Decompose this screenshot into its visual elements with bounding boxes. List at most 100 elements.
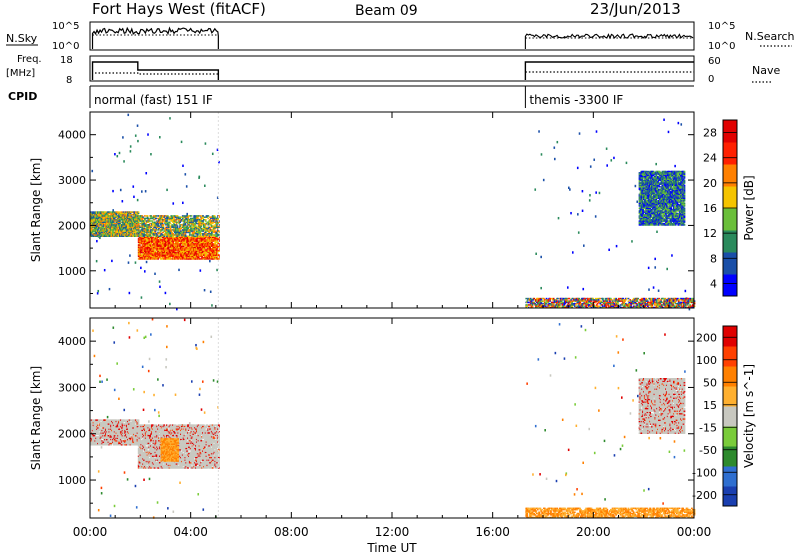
echo-cell (182, 250, 185, 253)
echo-cell (177, 216, 180, 218)
echo-cell (208, 254, 211, 256)
echo-cell (173, 253, 176, 255)
echo-cell (625, 304, 628, 306)
echo-cell (191, 251, 194, 254)
echo-cell (169, 255, 172, 258)
echo-cell (118, 221, 120, 224)
echo-cell (137, 221, 140, 224)
echo-cell (159, 237, 162, 240)
echo-cell (141, 246, 144, 249)
echo-cell (149, 232, 152, 235)
echo-cell (100, 234, 103, 236)
echo-cell (210, 241, 213, 244)
echo-cell (578, 300, 581, 302)
echo-cell (643, 180, 645, 183)
echo-cell (201, 255, 204, 258)
echo-cell (180, 218, 183, 221)
echo-cell (143, 218, 146, 221)
echo-cell (131, 224, 134, 226)
scatter-point (655, 162, 657, 166)
echo-cell (188, 235, 190, 237)
echo-cell (643, 198, 645, 201)
echo-cell (631, 301, 634, 304)
echo-cell (153, 224, 156, 226)
scatter-point (582, 287, 585, 291)
echo-cell (207, 215, 210, 217)
echo-cell (146, 215, 149, 217)
echo-cell (129, 232, 132, 235)
echo-cell (102, 225, 105, 227)
echo-cell (186, 251, 189, 254)
scatter-point (95, 259, 98, 263)
echo-cell (658, 297, 661, 300)
echo-cell (151, 221, 154, 224)
echo-cell (561, 305, 564, 307)
echo-cell (189, 226, 192, 229)
scatter-point (605, 147, 608, 150)
echo-cell (552, 297, 555, 300)
scatter-point (666, 267, 668, 271)
scatter-point (535, 252, 537, 255)
echo-cell (192, 236, 195, 239)
echo-cell (624, 306, 626, 309)
echo-cell (213, 246, 216, 249)
echo-cell (178, 222, 181, 225)
echo-cell (155, 232, 158, 235)
echo-cell (109, 216, 112, 218)
echo-cell (109, 227, 112, 230)
echo-cell (179, 216, 182, 218)
echo-cell (636, 300, 639, 302)
scatter-point (121, 200, 124, 203)
scatter-point (129, 254, 131, 257)
echo-cell (539, 300, 542, 302)
echo-cell (639, 202, 642, 205)
echo-cell (184, 235, 187, 237)
echo-cell (601, 306, 603, 309)
echo-cell (161, 235, 164, 237)
scatter-point (141, 190, 143, 193)
echo-cell (161, 255, 164, 258)
echo-cell (203, 225, 206, 227)
scatter-point (211, 152, 214, 156)
echo-cell (185, 246, 188, 249)
echo-cell (217, 236, 220, 239)
echo-cell (647, 174, 650, 177)
echo-cell (137, 218, 140, 221)
echo-cell (194, 224, 196, 226)
echo-cell (169, 226, 172, 229)
echo-cell (217, 231, 220, 234)
echo-cell (121, 229, 124, 231)
echo-cell (137, 222, 140, 225)
echo-cell (146, 216, 149, 218)
echo-cell (213, 236, 216, 239)
scatter-point (118, 151, 121, 155)
scatter-point (567, 186, 570, 189)
echo-cell (173, 256, 176, 259)
echo-cell (198, 239, 201, 241)
echo-cell (155, 258, 158, 260)
echo-cell (130, 230, 133, 232)
cpid-label: CPID (8, 90, 37, 103)
echo-cell (93, 232, 96, 235)
echo-cell (164, 237, 167, 240)
echo-cell (648, 186, 651, 188)
echo-cell (205, 235, 208, 237)
echo-cell (184, 232, 187, 235)
echo-cell (613, 297, 616, 300)
echo-cell (103, 212, 106, 215)
echo-cell (150, 215, 152, 217)
echo-cell (647, 170, 650, 173)
echo-cell (170, 241, 173, 244)
echo-cell (91, 234, 94, 236)
echo-cell (641, 215, 644, 217)
scatter-point (577, 231, 580, 234)
echo-cell (165, 224, 167, 226)
echo-cell (531, 304, 534, 306)
echo-cell (689, 306, 692, 309)
echo-cell (200, 225, 203, 227)
echo-cell (650, 184, 653, 187)
echo-cell (648, 220, 651, 222)
echo-cell (176, 221, 179, 224)
echo-cell (682, 300, 684, 302)
nsky-panel (89, 21, 695, 51)
